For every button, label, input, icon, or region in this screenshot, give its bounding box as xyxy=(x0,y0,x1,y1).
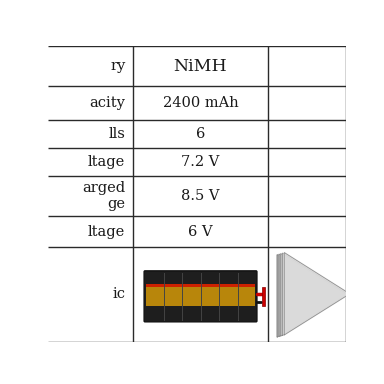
Bar xyxy=(146,283,255,287)
Text: 6: 6 xyxy=(196,127,205,141)
Text: ltage: ltage xyxy=(88,225,125,238)
Text: arged
ge: arged ge xyxy=(82,181,125,211)
Text: lls: lls xyxy=(109,127,125,141)
Text: 2400 mAh: 2400 mAh xyxy=(163,96,238,110)
Polygon shape xyxy=(284,253,350,335)
Text: ry: ry xyxy=(110,59,125,73)
Text: NiMH: NiMH xyxy=(174,58,227,74)
Bar xyxy=(262,288,265,306)
Text: 6 V: 6 V xyxy=(188,225,213,238)
Polygon shape xyxy=(277,255,343,337)
Text: 8.5 V: 8.5 V xyxy=(181,189,220,203)
Text: 7.2 V: 7.2 V xyxy=(181,155,220,169)
Text: ic: ic xyxy=(113,288,125,301)
Polygon shape xyxy=(281,254,346,336)
Polygon shape xyxy=(283,253,348,336)
Text: ltage: ltage xyxy=(88,155,125,169)
FancyBboxPatch shape xyxy=(144,271,257,322)
Bar xyxy=(146,287,255,306)
Text: acity: acity xyxy=(89,96,125,110)
Polygon shape xyxy=(279,254,344,336)
